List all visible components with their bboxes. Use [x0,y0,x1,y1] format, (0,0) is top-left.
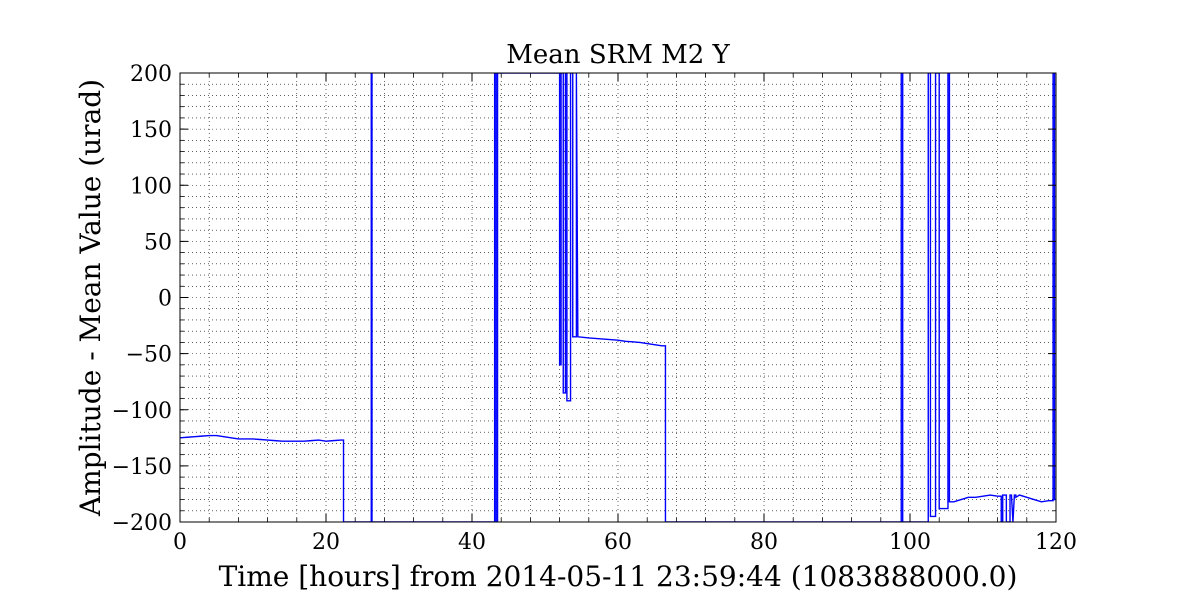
x-tick-label: 100 [889,530,931,555]
y-tick-labels: −200 −150 −100 −50 0 50 100 150 200 [112,62,172,536]
y-tick-label: 0 [158,287,172,312]
series-line [180,73,1056,522]
axis-ticks [179,72,1057,523]
x-tick-labels: 0 20 40 60 80 100 120 [173,530,1077,555]
x-tick-label: 120 [1035,530,1077,555]
x-tick-label: 40 [458,530,486,555]
x-axis-label: Time [hours] from 2014-05-11 23:59:44 (1… [219,560,1018,593]
grid-lines [179,72,1057,523]
y-tick-label: 50 [144,230,172,255]
y-tick-label: −50 [126,343,172,368]
x-tick-label: 20 [312,530,340,555]
x-tick-label: 80 [750,530,778,555]
y-axis-label: Amplitude - Mean Value (urad) [74,79,107,517]
x-tick-label: 60 [604,530,632,555]
series-layer [180,73,1056,522]
x-tick-label: 0 [173,530,187,555]
y-tick-label: −150 [112,455,172,480]
y-tick-label: 100 [130,174,172,199]
y-tick-label: 150 [130,118,172,143]
chart-title: Mean SRM M2 Y [506,40,730,70]
y-tick-label: 200 [130,62,172,87]
y-tick-label: −200 [112,511,172,536]
y-tick-label: −100 [112,399,172,424]
